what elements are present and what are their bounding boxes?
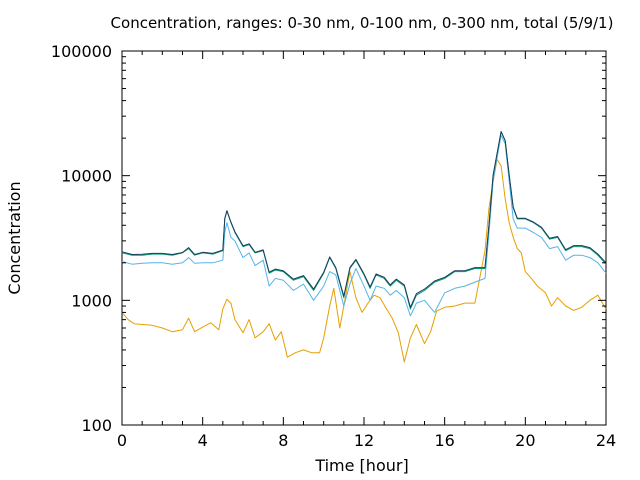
y-tick-label: 1000 <box>71 291 112 310</box>
y-axis: 100 1000 10000 100000 <box>51 42 606 435</box>
series-line-1 <box>121 158 607 363</box>
x-axis-label: Time [hour] <box>314 456 408 475</box>
y-tick-label: 10000 <box>61 167 112 186</box>
y-tick-label: 100000 <box>51 42 112 61</box>
x-tick-label: 20 <box>515 431 535 450</box>
x-axis: 0 4 8 12 16 20 24 <box>117 51 616 450</box>
series-line-3 <box>121 131 607 310</box>
y-axis-label: Concentration <box>5 181 24 294</box>
chart-title: Concentration, ranges: 0-30 nm, 0-100 nm… <box>111 14 614 32</box>
series-layer <box>121 131 607 363</box>
series-line-4 <box>121 131 607 308</box>
y-tick-label: 100 <box>81 416 112 435</box>
x-tick-label: 0 <box>117 431 127 450</box>
x-tick-label: 4 <box>198 431 208 450</box>
series-line-2 <box>121 135 607 317</box>
x-tick-label: 24 <box>596 431 616 450</box>
x-tick-label: 12 <box>354 431 374 450</box>
x-tick-label: 16 <box>434 431 454 450</box>
plot-frame <box>121 50 607 426</box>
x-tick-label: 8 <box>278 431 288 450</box>
